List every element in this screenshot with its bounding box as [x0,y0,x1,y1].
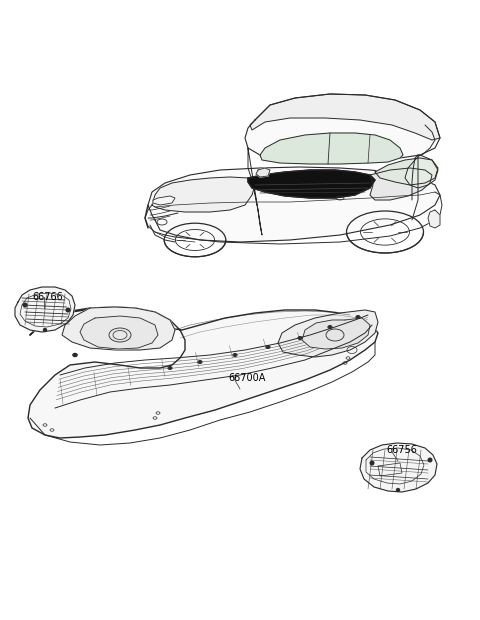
Circle shape [370,461,374,465]
Circle shape [329,326,331,328]
Polygon shape [80,316,158,349]
Circle shape [199,361,201,363]
Polygon shape [375,158,438,185]
Polygon shape [302,318,370,349]
Polygon shape [260,133,403,164]
Polygon shape [278,310,378,357]
Polygon shape [62,307,175,350]
Circle shape [428,458,432,462]
Polygon shape [248,170,375,198]
Circle shape [44,329,47,332]
Circle shape [267,346,269,348]
Text: 66756: 66756 [386,445,417,455]
Circle shape [169,367,171,369]
Text: 66700A: 66700A [228,373,265,383]
Circle shape [299,337,301,339]
Polygon shape [370,168,432,200]
Polygon shape [256,168,270,177]
Circle shape [234,354,236,356]
Circle shape [66,308,70,312]
Polygon shape [405,155,438,188]
Text: 66766: 66766 [32,292,63,302]
Polygon shape [428,210,440,228]
Polygon shape [153,196,175,205]
Circle shape [73,353,76,356]
Polygon shape [28,307,378,438]
Polygon shape [360,443,437,492]
Circle shape [357,316,359,318]
Polygon shape [245,94,440,162]
Circle shape [396,489,399,492]
Polygon shape [148,167,440,242]
Polygon shape [15,287,75,332]
Polygon shape [250,94,440,140]
Circle shape [23,303,27,307]
Polygon shape [152,177,255,212]
